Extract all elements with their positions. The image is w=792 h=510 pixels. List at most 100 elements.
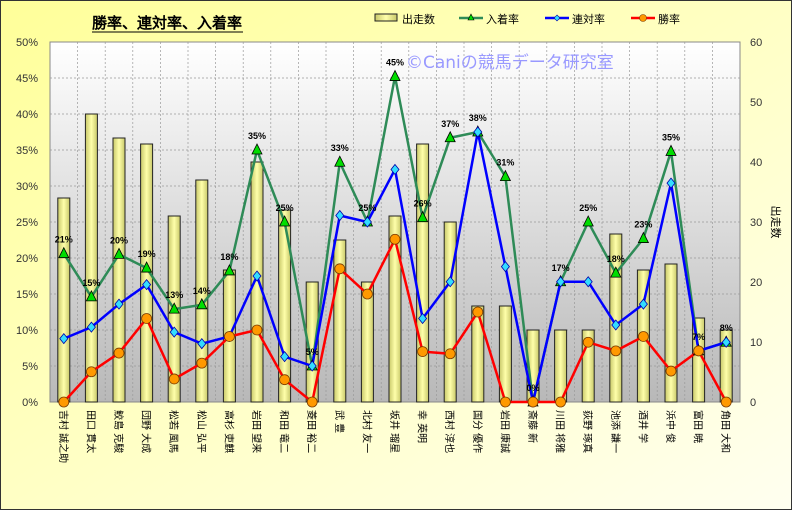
data-label: 17%	[552, 263, 570, 273]
marker-diamond	[583, 276, 593, 288]
category-label: 幸 英明	[416, 410, 429, 443]
marker-circle	[527, 396, 539, 408]
right-axis-tick-label: 40	[750, 157, 762, 169]
marker-triangle	[610, 266, 622, 278]
category-label: 和田 竜二	[278, 410, 291, 453]
data-label: 23%	[634, 220, 652, 230]
legend-label: 勝率	[658, 12, 680, 26]
marker-diamond	[666, 177, 676, 189]
legend-swatch-bar	[374, 13, 398, 22]
left-axis-tick-label: 10%	[16, 325, 38, 337]
marker-triangle	[637, 231, 650, 243]
category-label: 川田 将雅	[554, 410, 567, 453]
marker-diamond	[418, 312, 428, 325]
data-label: 7%	[692, 332, 705, 342]
category-label: 岩田 康誠	[498, 410, 511, 453]
category-label: 角田 大和	[719, 410, 732, 453]
left-axis-tick-label: 15%	[16, 289, 38, 301]
data-label: 31%	[496, 158, 514, 168]
data-label: 19%	[138, 249, 156, 259]
right-axis-tick-label: 50	[750, 97, 762, 109]
marker-diamond	[500, 260, 510, 273]
right-axis-tick-label: 30	[750, 217, 762, 229]
category-label: 斎藤 新	[526, 410, 539, 443]
left-axis-tick-label: 35%	[16, 145, 38, 157]
data-label: 18%	[220, 252, 238, 262]
legend-label: 出走数	[402, 12, 435, 26]
legend-marker-triangle	[467, 13, 475, 21]
category-label: 富田 暁	[692, 410, 705, 443]
marker-diamond	[197, 338, 207, 350]
marker-circle	[499, 396, 511, 408]
marker-diamond	[362, 216, 372, 228]
marker-circle	[141, 313, 153, 324]
marker-circle	[361, 288, 373, 300]
marker-circle	[168, 373, 180, 385]
marker-diamond	[721, 336, 731, 348]
marker-diamond	[335, 209, 345, 222]
data-label: 37%	[441, 119, 459, 129]
category-label: 西村 淳也	[443, 410, 456, 453]
marker-triangle	[389, 69, 401, 81]
bar-starts	[140, 143, 154, 403]
data-label: 0%	[526, 383, 539, 393]
marker-circle	[86, 366, 97, 378]
category-label: 武 豊	[333, 410, 346, 433]
marker-circle	[58, 396, 70, 408]
marker-diamond	[638, 298, 648, 310]
data-label: 8%	[720, 323, 733, 333]
marker-diamond	[390, 163, 400, 176]
marker-triangle	[334, 155, 346, 167]
bar-starts	[388, 215, 402, 403]
bar-starts	[112, 137, 126, 403]
bar-starts	[471, 305, 485, 403]
marker-triangle	[582, 215, 594, 227]
marker-diamond	[473, 126, 483, 138]
marker-diamond	[280, 350, 290, 363]
data-label: 13%	[165, 290, 183, 300]
marker-diamond	[59, 332, 69, 345]
marker-circle	[279, 374, 291, 386]
marker-diamond	[445, 276, 455, 288]
marker-triangle	[278, 215, 291, 227]
data-label: 15%	[82, 278, 100, 288]
marker-circle	[196, 357, 208, 369]
marker-circle	[444, 348, 456, 360]
left-axis-tick-label: 20%	[16, 253, 38, 265]
right-axis-tick-label: 20	[750, 277, 762, 289]
legend-marker-diamond	[553, 14, 561, 22]
data-label: 21%	[55, 235, 73, 245]
marker-diamond	[86, 321, 96, 333]
marker-circle	[665, 365, 677, 377]
marker-diamond	[611, 319, 621, 331]
marker-circle	[693, 345, 704, 357]
bar-starts	[250, 161, 264, 403]
bar-starts	[278, 209, 292, 403]
legend: 出走数 入着率 連対率 勝率	[374, 12, 680, 26]
bar-starts	[416, 143, 430, 403]
data-label: 20%	[110, 235, 128, 245]
marker-diamond	[307, 360, 317, 372]
marker-triangle	[444, 130, 456, 143]
marker-triangle	[665, 144, 677, 156]
category-label: 団野 大成	[140, 410, 153, 453]
marker-diamond	[252, 270, 262, 282]
marker-circle	[472, 306, 484, 318]
marker-triangle	[140, 261, 153, 273]
category-label: 松山 弘平	[195, 410, 208, 453]
data-label: 25%	[579, 203, 597, 213]
bar-starts	[84, 113, 98, 403]
bar-starts	[195, 179, 209, 403]
marker-circle	[555, 396, 566, 408]
marker-circle	[417, 346, 429, 358]
data-label: 14%	[193, 286, 211, 296]
category-label: 酒井 学	[636, 410, 649, 443]
marker-triangle	[85, 289, 98, 302]
marker-diamond	[556, 276, 566, 288]
right-axis-tick-label: 0	[750, 397, 756, 409]
marker-triangle	[196, 297, 208, 310]
marker-triangle	[113, 247, 125, 259]
bar-starts	[443, 221, 457, 403]
category-label: 国分 優作	[471, 410, 484, 453]
